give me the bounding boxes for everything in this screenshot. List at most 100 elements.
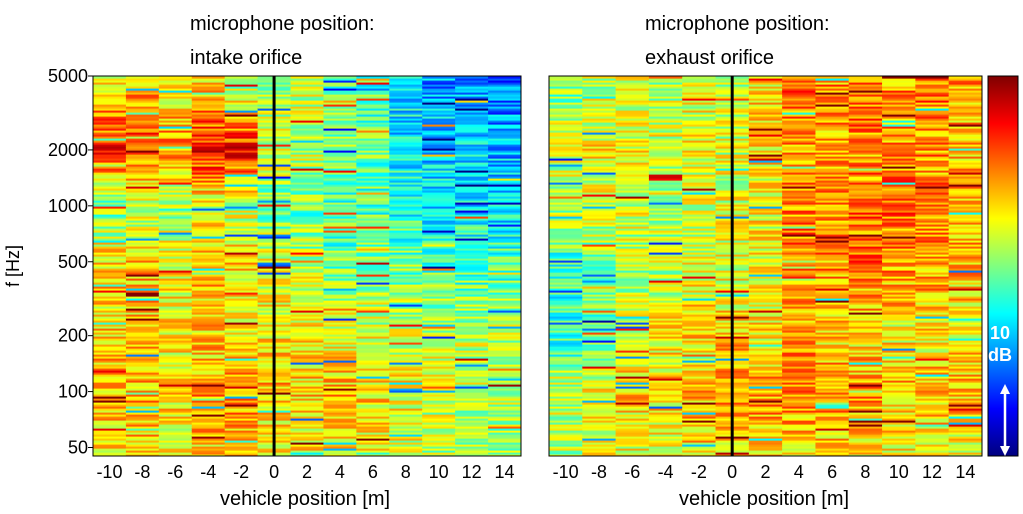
heatmap-cell <box>389 86 423 89</box>
heatmap-cell <box>356 122 390 125</box>
heatmap-cell <box>648 240 683 243</box>
heatmap-cell <box>848 374 883 377</box>
heatmap-cell <box>356 110 390 113</box>
heatmap-cell <box>191 102 226 105</box>
heatmap-cell <box>682 258 717 261</box>
heatmap-cell <box>882 378 916 381</box>
heatmap-cell <box>323 236 357 239</box>
heatmap-cell <box>224 228 259 231</box>
heatmap-cell <box>948 426 982 429</box>
heatmap-cell <box>648 402 683 405</box>
heatmap-cell <box>582 78 617 81</box>
heatmap-cell <box>224 184 259 187</box>
heatmap-cell <box>815 428 850 431</box>
heatmap-cell <box>323 372 357 375</box>
heatmap-cell <box>389 322 423 325</box>
heatmap-cell <box>488 382 521 385</box>
heatmap-cell <box>648 376 683 379</box>
heatmap-cell <box>488 322 521 325</box>
heatmap-cell <box>882 266 916 269</box>
heatmap-cell <box>224 272 259 275</box>
heatmap-cell <box>93 194 127 197</box>
heatmap-cell <box>748 164 783 167</box>
heatmap-cell <box>323 232 357 235</box>
heatmap-cell <box>848 190 883 193</box>
heatmap-cell <box>455 262 489 265</box>
heatmap-cell <box>948 314 982 317</box>
heatmap-cell <box>158 206 193 209</box>
heatmap-cell <box>882 136 916 139</box>
heatmap-cell <box>455 160 489 163</box>
heatmap-cell <box>455 292 489 295</box>
heatmap-cell <box>290 292 325 295</box>
heatmap-cell <box>356 392 390 395</box>
heatmap-cell <box>815 106 850 109</box>
heatmap-cell <box>882 174 916 177</box>
heatmap-cell <box>356 136 390 139</box>
heatmap-cell <box>323 98 357 101</box>
heatmap-cell <box>915 242 950 245</box>
heatmap-cell <box>290 314 325 317</box>
heatmap-cell <box>125 334 160 337</box>
heatmap-cell <box>224 170 259 173</box>
heatmap-cell <box>290 270 325 273</box>
heatmap-cell <box>615 308 650 311</box>
heatmap-cell <box>455 444 489 447</box>
heatmap-cell <box>682 100 717 103</box>
x-tick-label: -2 <box>233 462 249 482</box>
heatmap-cell <box>389 88 423 91</box>
heatmap-cell <box>422 394 456 397</box>
heatmap-cell <box>191 82 226 85</box>
heatmap-cell <box>915 340 950 343</box>
heatmap-cell <box>549 214 583 217</box>
heatmap-cell <box>191 98 226 101</box>
heatmap-cell <box>290 302 325 305</box>
heatmap-cell <box>648 106 683 109</box>
heatmap-cell <box>356 132 390 135</box>
heatmap-cell <box>782 260 817 263</box>
heatmap-cell <box>648 232 683 235</box>
heatmap-cell <box>748 130 783 133</box>
heatmap-cell <box>290 164 325 167</box>
heatmap-cell <box>848 94 883 97</box>
heatmap-cell <box>422 340 456 343</box>
heatmap-cell <box>648 330 683 333</box>
heatmap-cell <box>682 240 717 243</box>
heatmap-cell <box>356 190 390 193</box>
heatmap-cell <box>748 402 783 405</box>
heatmap-cell <box>455 150 489 153</box>
heatmap-cell <box>682 170 717 173</box>
heatmap-cell <box>582 344 617 347</box>
heatmap-cell <box>882 232 916 235</box>
heatmap-cell <box>549 402 583 405</box>
heatmap-cell <box>682 146 717 149</box>
heatmap-cell <box>682 262 717 265</box>
heatmap-cell <box>948 376 982 379</box>
heatmap-cell <box>224 438 259 441</box>
heatmap-cell <box>191 152 226 155</box>
heatmap-cell <box>815 392 850 395</box>
heatmap-cell <box>356 376 390 379</box>
heatmap-cell <box>125 142 160 145</box>
heatmap-cell <box>93 390 127 393</box>
heatmap-cell <box>948 198 982 201</box>
heatmap-cell <box>290 94 325 97</box>
heatmap-cell <box>582 76 617 79</box>
heatmap-cell <box>848 218 883 221</box>
heatmap-cell <box>782 166 817 169</box>
heatmap-cell <box>615 412 650 415</box>
heatmap-cell <box>682 140 717 143</box>
heatmap-cell <box>158 326 193 329</box>
heatmap-cell <box>748 326 783 329</box>
heatmap-cell <box>682 148 717 151</box>
heatmap-cell <box>615 356 650 359</box>
heatmap-cell <box>848 304 883 307</box>
heatmap-cell <box>191 274 226 277</box>
heatmap-cell <box>782 376 817 379</box>
heatmap-cell <box>549 382 583 385</box>
heatmap-cell <box>191 270 226 273</box>
heatmap-cell <box>748 312 783 315</box>
heatmap-cell <box>455 116 489 119</box>
heatmap-cell <box>191 182 226 185</box>
heatmap-cell <box>782 402 817 405</box>
